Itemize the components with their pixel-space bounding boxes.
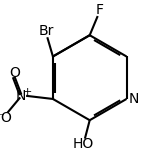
- Text: +: +: [23, 87, 32, 97]
- Text: ⁻: ⁻: [0, 111, 4, 124]
- Text: N: N: [16, 89, 26, 103]
- Text: O: O: [0, 111, 11, 125]
- Text: N: N: [128, 92, 139, 106]
- Text: O: O: [9, 66, 20, 80]
- Text: F: F: [96, 3, 104, 17]
- Text: HO: HO: [73, 137, 94, 151]
- Text: Br: Br: [38, 24, 54, 38]
